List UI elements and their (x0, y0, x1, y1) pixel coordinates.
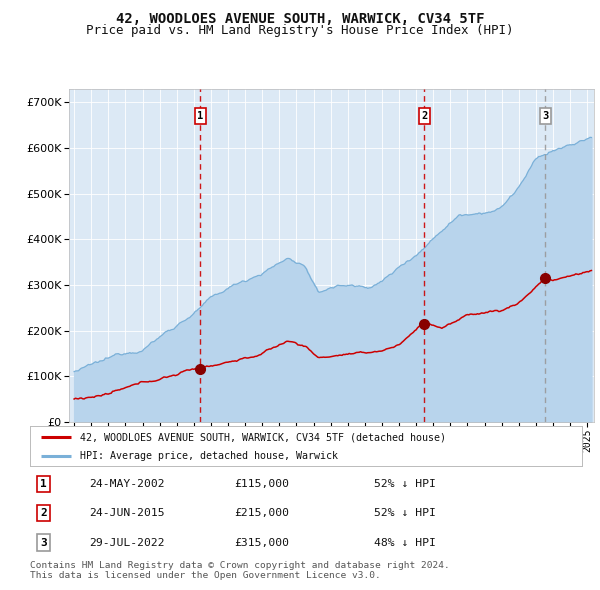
Text: 24-MAY-2002: 24-MAY-2002 (89, 479, 164, 489)
Text: £215,000: £215,000 (235, 509, 289, 518)
Text: £115,000: £115,000 (235, 479, 289, 489)
Text: 52% ↓ HPI: 52% ↓ HPI (374, 509, 436, 518)
Text: Contains HM Land Registry data © Crown copyright and database right 2024.
This d: Contains HM Land Registry data © Crown c… (30, 560, 450, 580)
Text: 3: 3 (40, 537, 47, 548)
Text: Price paid vs. HM Land Registry's House Price Index (HPI): Price paid vs. HM Land Registry's House … (86, 24, 514, 37)
Text: 29-JUL-2022: 29-JUL-2022 (89, 537, 164, 548)
Text: 24-JUN-2015: 24-JUN-2015 (89, 509, 164, 518)
Text: 52% ↓ HPI: 52% ↓ HPI (374, 479, 436, 489)
Text: 1: 1 (40, 479, 47, 489)
Text: £315,000: £315,000 (235, 537, 289, 548)
Text: 3: 3 (542, 111, 548, 121)
Text: 42, WOODLOES AVENUE SOUTH, WARWICK, CV34 5TF: 42, WOODLOES AVENUE SOUTH, WARWICK, CV34… (116, 12, 484, 26)
Text: 1: 1 (197, 111, 203, 121)
Text: HPI: Average price, detached house, Warwick: HPI: Average price, detached house, Warw… (80, 451, 338, 461)
Text: 42, WOODLOES AVENUE SOUTH, WARWICK, CV34 5TF (detached house): 42, WOODLOES AVENUE SOUTH, WARWICK, CV34… (80, 432, 446, 442)
Text: 2: 2 (421, 111, 427, 121)
Text: 48% ↓ HPI: 48% ↓ HPI (374, 537, 436, 548)
Text: 2: 2 (40, 509, 47, 518)
